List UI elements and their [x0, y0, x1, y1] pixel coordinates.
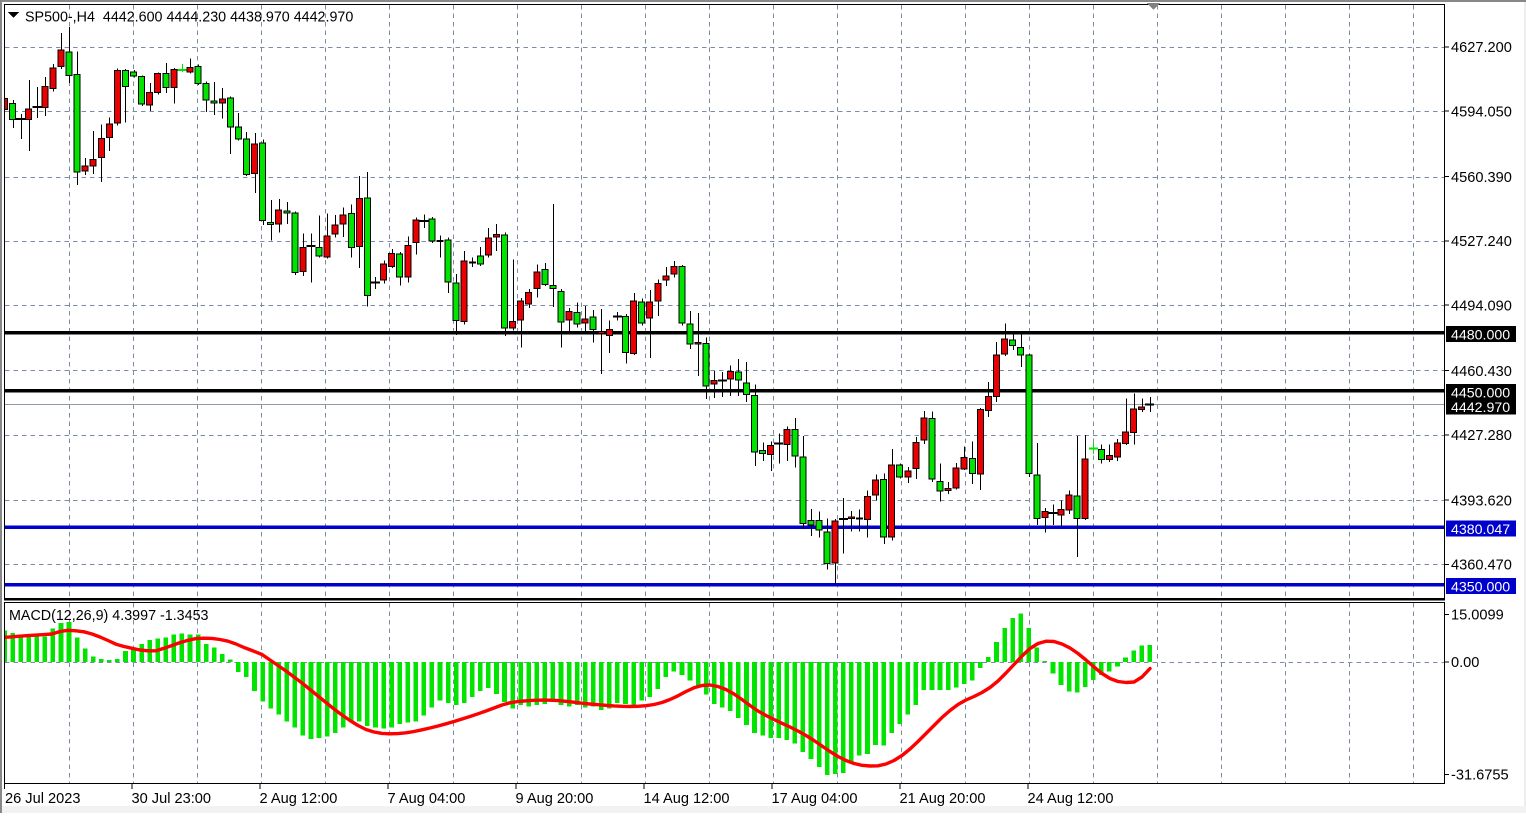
svg-text:4527.240: 4527.240 — [1451, 234, 1512, 250]
svg-text:MACD(12,26,9) 4.3997 -1.3453: MACD(12,26,9) 4.3997 -1.3453 — [9, 608, 209, 624]
svg-text:17 Aug 04:00: 17 Aug 04:00 — [772, 791, 858, 807]
svg-text:15.0099: 15.0099 — [1451, 608, 1504, 624]
svg-text:9 Aug 20:00: 9 Aug 20:00 — [516, 791, 594, 807]
svg-text:4393.620: 4393.620 — [1451, 493, 1512, 509]
svg-text:14 Aug 12:00: 14 Aug 12:00 — [644, 791, 730, 807]
svg-text:4594.050: 4594.050 — [1451, 105, 1512, 121]
svg-text:21 Aug 20:00: 21 Aug 20:00 — [900, 791, 986, 807]
svg-text:4442.970: 4442.970 — [1451, 400, 1510, 416]
svg-text:4450.000: 4450.000 — [1451, 386, 1510, 402]
svg-text:4627.200: 4627.200 — [1451, 40, 1512, 56]
svg-text:4380.047: 4380.047 — [1451, 522, 1510, 538]
svg-text:26 Jul 2023: 26 Jul 2023 — [5, 791, 80, 807]
svg-text:4350.000: 4350.000 — [1451, 580, 1510, 596]
svg-text:4560.390: 4560.390 — [1451, 170, 1512, 186]
svg-text:-31.6755: -31.6755 — [1451, 768, 1509, 784]
svg-text:SP500-,H4 4442.600 4444.230 4: SP500-,H4 4442.600 4444.230 4438.970 444… — [25, 10, 353, 26]
svg-text:2 Aug 12:00: 2 Aug 12:00 — [260, 791, 338, 807]
svg-text:4480.000: 4480.000 — [1451, 328, 1510, 344]
svg-text:0.00: 0.00 — [1451, 655, 1479, 671]
svg-text:24 Aug 12:00: 24 Aug 12:00 — [1028, 791, 1114, 807]
svg-text:4460.430: 4460.430 — [1451, 364, 1512, 380]
svg-text:7 Aug 04:00: 7 Aug 04:00 — [388, 791, 466, 807]
svg-text:30 Jul 23:00: 30 Jul 23:00 — [132, 791, 212, 807]
svg-text:4494.090: 4494.090 — [1451, 299, 1512, 315]
svg-text:4427.280: 4427.280 — [1451, 428, 1512, 444]
svg-text:4360.470: 4360.470 — [1451, 558, 1512, 574]
